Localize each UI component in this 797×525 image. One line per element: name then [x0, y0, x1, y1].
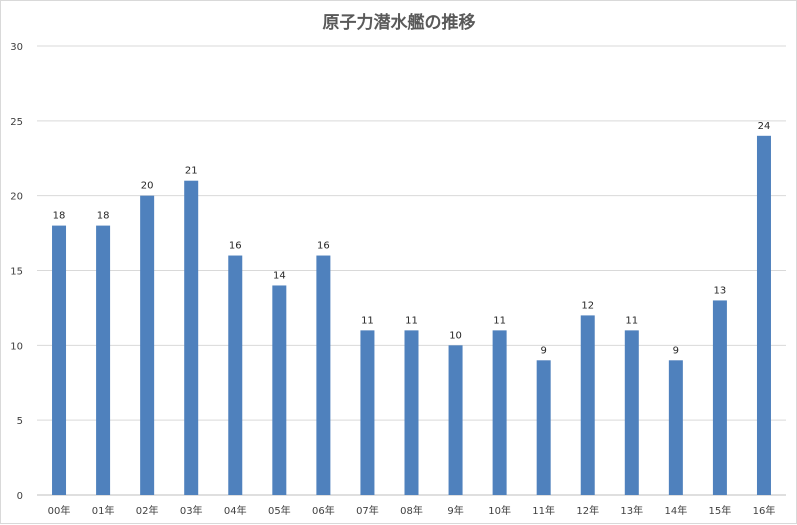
- x-tick-label: 15年: [709, 504, 732, 517]
- bar: [668, 360, 683, 495]
- bar: [536, 360, 551, 495]
- y-axis-ticks: 0 5 10 15 20 25 30: [10, 42, 23, 502]
- y-tick-label: 25: [10, 117, 23, 128]
- data-label: 12: [581, 300, 594, 311]
- x-tick-label: 11年: [532, 504, 555, 517]
- data-label: 11: [493, 315, 506, 326]
- data-label: 24: [758, 121, 771, 132]
- bar: [756, 135, 771, 496]
- data-label: 13: [714, 285, 727, 296]
- data-label: 11: [361, 315, 374, 326]
- x-tick-label: 9年: [447, 504, 463, 517]
- y-tick-label: 20: [10, 192, 23, 203]
- y-tick-label: 0: [17, 491, 23, 502]
- bars: [52, 135, 771, 496]
- x-tick-label: 06年: [312, 504, 335, 517]
- bar: [184, 180, 199, 495]
- data-label: 16: [229, 241, 242, 252]
- y-tick-label: 30: [10, 42, 23, 53]
- bar: [360, 330, 375, 495]
- y-tick-label: 15: [10, 267, 23, 278]
- data-label: 14: [273, 270, 286, 281]
- x-tick-label: 12年: [576, 504, 599, 517]
- x-tick-label: 03年: [180, 504, 203, 517]
- x-tick-label: 16年: [753, 504, 776, 517]
- y-tick-label: 10: [10, 341, 23, 352]
- data-label: 21: [185, 166, 198, 177]
- data-label: 18: [97, 211, 110, 222]
- x-tick-label: 13年: [620, 504, 643, 517]
- bar: [272, 285, 287, 495]
- bar: [140, 195, 155, 495]
- x-tick-label: 07年: [356, 504, 379, 517]
- bar: [580, 315, 595, 495]
- x-tick-label: 04年: [224, 504, 247, 517]
- x-tick-label: 05年: [268, 504, 291, 517]
- data-label: 11: [405, 315, 418, 326]
- x-tick-label: 14年: [664, 504, 687, 517]
- bar: [404, 330, 419, 495]
- x-tick-label: 01年: [92, 504, 115, 517]
- data-label: 20: [141, 181, 154, 192]
- data-label: 18: [53, 211, 66, 222]
- data-label: 9: [673, 345, 679, 356]
- x-tick-label: 10年: [488, 504, 511, 517]
- bar: [624, 330, 639, 495]
- data-label: 16: [317, 241, 330, 252]
- x-tick-label: 00年: [48, 504, 71, 517]
- bar: [316, 255, 331, 495]
- x-axis-ticks: 00年 01年 02年 03年 04年 05年 06年 07年 08年 9年 10年 11年 12年 13…: [48, 504, 776, 517]
- y-tick-label: 5: [17, 416, 23, 427]
- bar: [52, 225, 67, 495]
- data-label: 11: [625, 315, 638, 326]
- x-tick-label: 02年: [136, 504, 159, 517]
- data-labels: 18 18 20 21 16 14 16 11 11 10 11 9 12 11 9 13 24: [53, 121, 771, 356]
- bar: [228, 255, 243, 495]
- chart-title: 原子力潜水艦の推移: [323, 12, 476, 33]
- bar: [492, 330, 507, 495]
- data-label: 9: [540, 345, 546, 356]
- bar: [96, 225, 111, 495]
- data-label: 10: [449, 330, 462, 341]
- x-tick-label: 08年: [400, 504, 423, 517]
- bar: [448, 345, 463, 495]
- bar: [712, 300, 727, 495]
